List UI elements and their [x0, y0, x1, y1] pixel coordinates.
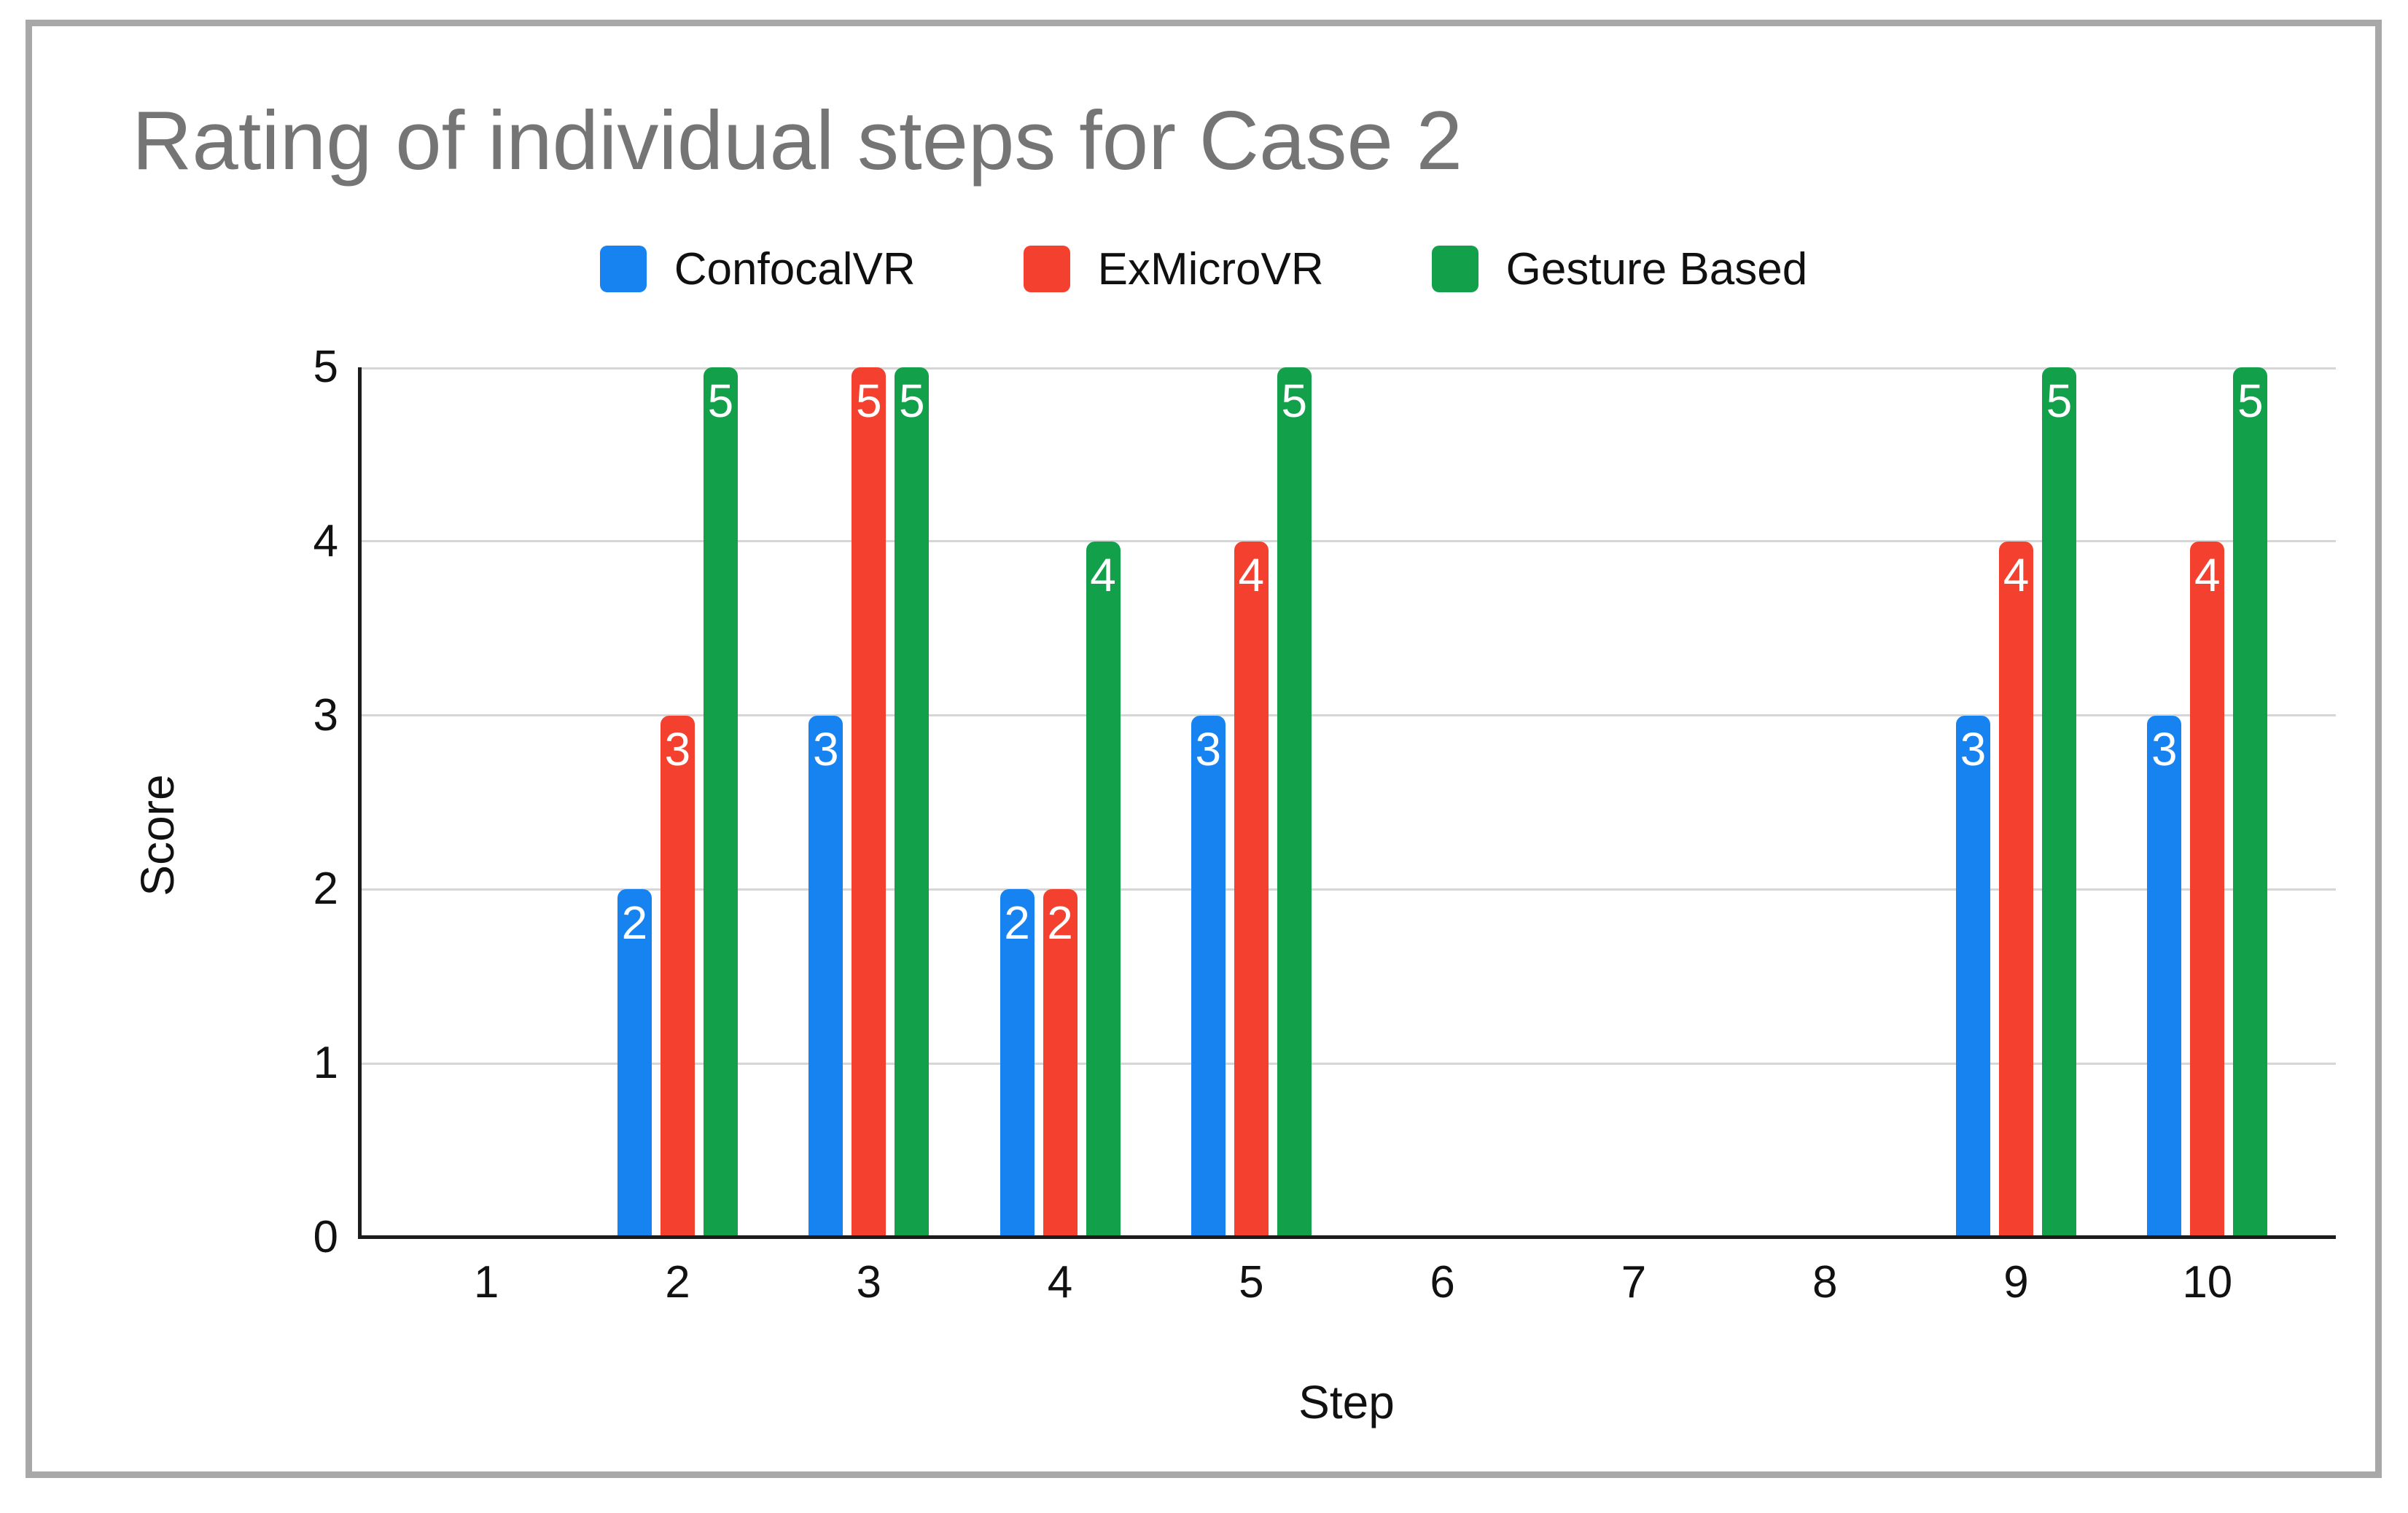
legend-label: ExMicroVR [1097, 243, 1324, 294]
bar-value-label: 5 [2046, 375, 2073, 427]
bar-value-label: 4 [2194, 548, 2221, 601]
x-axis-line [358, 1235, 2336, 1239]
bar-confocalvr-step-9: 3 [1956, 715, 1991, 1238]
bar-value-label: 3 [2151, 722, 2178, 775]
chart-title: Rating of individual steps for Case 2 [132, 95, 1463, 187]
bar-gesture-based-step-10: 5 [2233, 367, 2268, 1238]
bar-group-step-6 [1347, 367, 1538, 1238]
legend-label: Gesture Based [1505, 243, 1808, 294]
bar-group-step-8 [1729, 367, 1920, 1238]
bar-value-label: 5 [898, 375, 925, 427]
y-tick-label: 2 [313, 864, 338, 915]
bar-gesture-based-step-3: 5 [895, 367, 930, 1238]
x-axis-tick-labels: 1 2 3 4 5 6 7 8 9 10 [391, 1254, 2303, 1312]
bar-group-step-2: 2 3 5 [582, 367, 773, 1238]
bar-value-label: 4 [1090, 548, 1116, 601]
figure-frame: Rating of individual steps for Case 2 Co… [26, 20, 2382, 1478]
bar-group-step-7 [1538, 367, 1729, 1238]
bar-value-label: 2 [1004, 896, 1030, 950]
bar-value-label: 2 [1047, 896, 1073, 950]
y-tick-label: 5 [313, 342, 338, 392]
chart-legend: ConfocalVR ExMicroVR Gesture Based [32, 243, 2375, 295]
bar-gesture-based-step-5: 5 [1277, 367, 1312, 1238]
bar-confocalvr-step-10: 3 [2147, 715, 2182, 1238]
bar-value-label: 2 [621, 896, 648, 950]
x-tick-label: 3 [856, 1257, 881, 1307]
gridline-score-4 [358, 540, 2336, 543]
x-axis-title: Step [1298, 1376, 1395, 1428]
x-tick-label: 5 [1239, 1257, 1264, 1307]
bar-exmicrovr-step-9: 4 [1999, 541, 2034, 1238]
bar-group-step-9: 3 4 5 [1920, 367, 2111, 1238]
y-tick-label: 0 [313, 1212, 338, 1262]
x-tick-label: 8 [1812, 1257, 1838, 1307]
bar-group-step-10: 3 4 5 [2112, 367, 2303, 1238]
bar-exmicrovr-step-2: 3 [660, 715, 695, 1238]
gridline-score-5 [358, 367, 2336, 370]
bar-confocalvr-step-3: 3 [808, 715, 843, 1238]
bar-confocalvr-step-5: 3 [1191, 715, 1226, 1238]
bar-exmicrovr-step-3: 5 [852, 367, 887, 1238]
x-tick-label: 10 [2182, 1257, 2233, 1307]
bar-confocalvr-step-4: 2 [1000, 889, 1034, 1238]
gridline-score-3 [358, 714, 2336, 717]
y-tick-label: 3 [313, 689, 338, 740]
y-axis-tick-labels: 0 1 2 3 4 5 [243, 345, 338, 1260]
bar-value-label: 3 [812, 722, 839, 775]
legend-item: Gesture Based [1431, 243, 1808, 295]
gridline-score-1 [358, 1062, 2336, 1065]
gridline-score-2 [358, 888, 2336, 891]
bar-value-label: 3 [1195, 722, 1222, 775]
y-axis-line [358, 367, 362, 1238]
legend-swatch [599, 246, 647, 292]
bar-value-label: 5 [1281, 375, 1308, 427]
bar-exmicrovr-step-10: 4 [2190, 541, 2225, 1238]
legend-item: ExMicroVR [1023, 243, 1324, 295]
bar-gesture-based-step-4: 4 [1086, 541, 1121, 1238]
bar-value-label: 4 [2003, 548, 2030, 601]
bar-value-label: 5 [855, 375, 882, 427]
bar-exmicrovr-step-4: 2 [1043, 889, 1078, 1238]
x-tick-label: 6 [1430, 1257, 1455, 1307]
bar-confocalvr-step-2: 2 [617, 889, 652, 1238]
legend-item: ConfocalVR [599, 243, 916, 295]
y-axis-title: Score [131, 774, 184, 896]
bar-value-label: 5 [707, 375, 734, 427]
legend-label: ConfocalVR [674, 243, 916, 294]
bar-value-label: 4 [1238, 548, 1265, 601]
bar-group-step-1 [391, 367, 582, 1238]
x-tick-label: 2 [665, 1257, 690, 1307]
bar-group-step-5: 3 4 5 [1156, 367, 1347, 1238]
bar-gesture-based-step-9: 5 [2042, 367, 2077, 1238]
x-tick-label: 7 [1621, 1257, 1647, 1307]
y-tick-label: 1 [313, 1038, 338, 1089]
x-tick-label: 9 [2003, 1257, 2029, 1307]
legend-swatch [1431, 246, 1478, 292]
legend-swatch [1023, 246, 1070, 292]
x-tick-label: 1 [473, 1257, 499, 1307]
bar-exmicrovr-step-5: 4 [1234, 541, 1269, 1238]
x-tick-label: 4 [1047, 1257, 1073, 1307]
bar-value-label: 3 [664, 722, 691, 775]
bar-value-label: 5 [2237, 375, 2264, 427]
bar-gesture-based-step-2: 5 [703, 367, 738, 1238]
bar-value-label: 3 [1960, 722, 1987, 775]
y-tick-label: 4 [313, 515, 338, 566]
